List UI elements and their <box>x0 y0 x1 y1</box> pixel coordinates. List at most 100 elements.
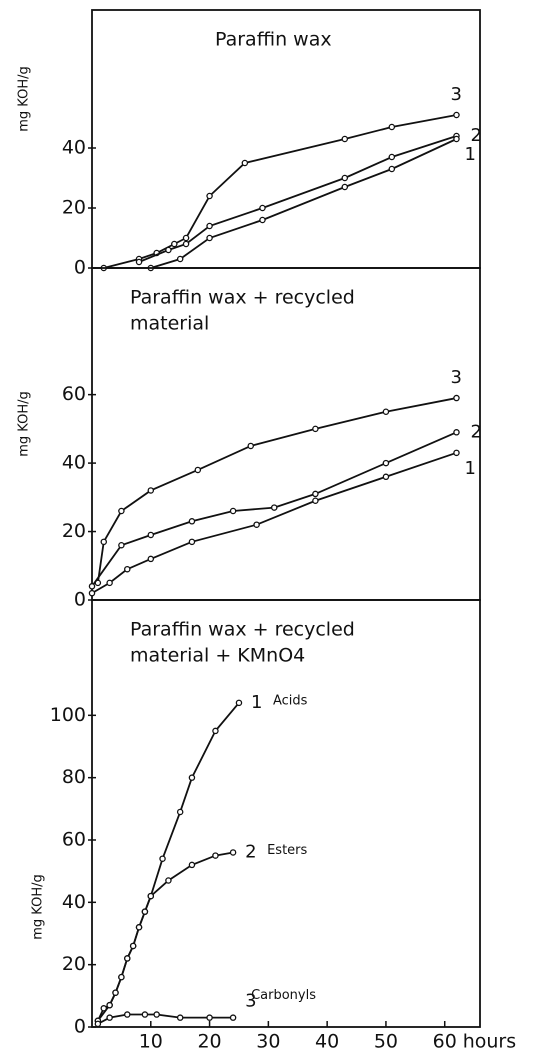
data-point <box>159 855 166 862</box>
data-point <box>194 466 202 474</box>
data-point <box>259 204 266 212</box>
data-point <box>382 459 390 467</box>
curve-number: 1 <box>251 692 262 713</box>
data-point <box>247 442 254 450</box>
data-point <box>229 1014 237 1021</box>
x-tick-label: 60 <box>433 1031 457 1053</box>
data-point <box>388 153 396 161</box>
curve-name: Carbonyls <box>251 988 316 1003</box>
data-point <box>453 111 460 119</box>
x-unit-label: hours <box>463 1031 516 1053</box>
data-point <box>212 852 219 859</box>
data-point <box>453 135 460 143</box>
data-point <box>182 240 190 248</box>
data-point <box>388 123 396 131</box>
data-point <box>229 507 237 515</box>
data-point <box>135 258 143 266</box>
y-tick-label: 20 <box>62 953 86 975</box>
y-tick-label: 0 <box>74 257 86 279</box>
data-point <box>382 473 390 481</box>
data-point <box>141 1011 149 1018</box>
x-tick-label: 30 <box>256 1031 280 1053</box>
curve-number: 3 <box>450 84 461 105</box>
x-tick-label: 10 <box>139 1031 163 1053</box>
y-axis-label: mg KOH/g <box>17 391 32 457</box>
y-axis-label: mg KOH/g <box>31 874 46 940</box>
curve-number: 3 <box>450 367 461 388</box>
curve <box>91 451 457 594</box>
data-point <box>188 774 196 781</box>
panel-title: Paraffin wax <box>215 29 332 51</box>
x-tick-label: 20 <box>197 1031 221 1053</box>
curve-number: 2 <box>470 421 481 442</box>
data-point <box>147 531 155 539</box>
curve-number: 1 <box>464 458 475 479</box>
data-point <box>118 973 125 981</box>
data-point <box>171 240 178 248</box>
data-point <box>206 234 213 242</box>
curve <box>97 1013 234 1025</box>
curve-number: 3 <box>245 991 256 1012</box>
data-point <box>382 408 390 416</box>
panel-title: material + KMnO4 <box>130 645 305 667</box>
panel-title: Paraffin wax + recycled <box>130 287 355 309</box>
curve-name: Esters <box>267 843 307 858</box>
data-point <box>188 861 196 869</box>
data-point <box>270 504 278 511</box>
curve-number: 1 <box>464 144 475 165</box>
data-point <box>253 521 260 528</box>
panel-title: Paraffin wax + recycled <box>130 619 355 641</box>
data-point <box>106 579 113 587</box>
data-point <box>118 541 125 549</box>
data-point <box>124 565 131 573</box>
data-point <box>153 1011 160 1018</box>
curve <box>97 702 240 1022</box>
data-point <box>165 877 172 884</box>
data-point <box>235 699 243 707</box>
y-tick-label: 40 <box>62 891 86 913</box>
data-point <box>147 892 155 900</box>
data-point <box>312 425 319 433</box>
panel-frame <box>91 599 481 1028</box>
y-axis-label: mg KOH/g <box>17 66 32 132</box>
data-point <box>147 555 155 563</box>
data-point <box>312 490 319 498</box>
y-tick-label: 20 <box>62 197 86 219</box>
x-tick-label: 40 <box>315 1031 339 1053</box>
data-point <box>312 497 319 504</box>
y-tick-label: 0 <box>74 1016 86 1038</box>
y-tick-label: 60 <box>62 828 86 850</box>
data-point <box>124 955 131 962</box>
data-point <box>206 222 213 230</box>
y-tick-label: 20 <box>62 520 86 542</box>
data-point <box>176 808 184 816</box>
data-point <box>176 255 184 263</box>
y-tick-label: 40 <box>62 452 86 474</box>
data-point <box>88 583 96 590</box>
data-point <box>106 1014 113 1021</box>
data-point <box>100 538 108 546</box>
data-point <box>229 849 237 856</box>
data-point <box>176 1014 184 1021</box>
y-tick-label: 40 <box>62 137 86 159</box>
data-point <box>453 429 460 436</box>
data-point <box>94 1020 102 1028</box>
data-point <box>259 216 266 224</box>
curve-number: 2 <box>245 841 256 862</box>
data-point <box>88 589 96 597</box>
data-point <box>341 183 349 191</box>
data-point <box>112 989 119 996</box>
y-tick-label: 60 <box>62 383 86 405</box>
data-point <box>206 192 213 200</box>
data-point <box>106 1001 113 1009</box>
data-point <box>453 394 460 402</box>
data-point <box>341 174 349 182</box>
data-point <box>241 159 249 167</box>
data-point <box>135 924 143 931</box>
data-point <box>188 538 196 546</box>
data-point <box>165 246 172 254</box>
curve <box>150 138 457 269</box>
data-point <box>188 518 196 525</box>
data-point <box>388 165 396 173</box>
